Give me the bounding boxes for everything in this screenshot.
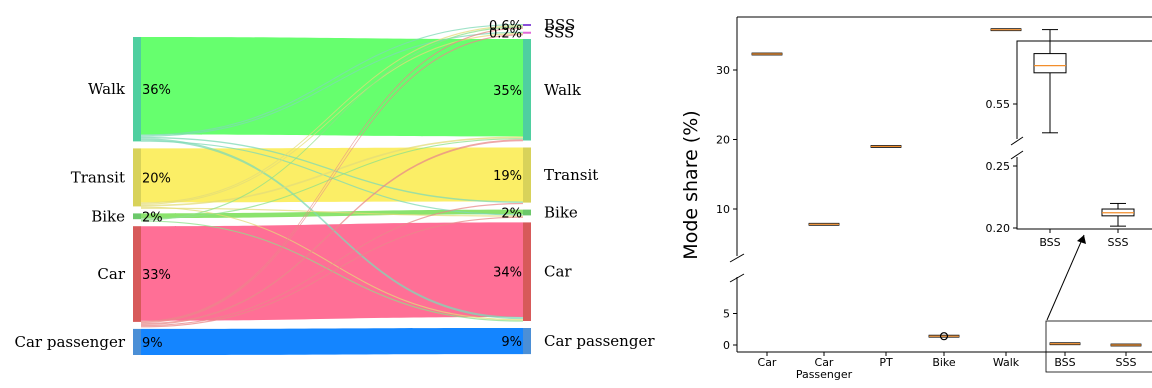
- inset-y-tick-label-0.25: 0.25: [986, 160, 1011, 173]
- left-node-label-car: Car: [97, 265, 125, 283]
- y-tick-label-30: 30: [716, 64, 730, 77]
- y-tick-label-10: 10: [716, 203, 730, 216]
- x-tick-label-car: Car: [758, 356, 777, 369]
- right-node-transit: [523, 147, 531, 203]
- flow-car-to-transit: [141, 202, 523, 327]
- left-node-label-car-passenger: Car passenger: [15, 333, 126, 351]
- flow-walk-to-transit: [141, 136, 523, 203]
- inset-y-tick-label-0.55: 0.55: [986, 98, 1011, 111]
- right-node-label-walk: Walk: [544, 81, 582, 99]
- axis-break-mark-upper: [729, 253, 745, 263]
- flow-transit-to-bike: [141, 207, 523, 217]
- sankey-labels: Walk 36% Transit 20% Bike 2% Car 33% Car passeng…: [15, 16, 656, 351]
- left-node-car-passenger: [133, 328, 141, 355]
- x-tick-label-pt: PT: [879, 356, 893, 369]
- inset-x-tick-label-sss: SSS: [1108, 236, 1129, 249]
- flow-walk-to-sss: [141, 31, 523, 137]
- inset-x-tick-label-bss: BSS: [1039, 236, 1060, 249]
- flow-walk-to-bike: [141, 140, 523, 216]
- left-pct-label-bike: 2%: [142, 210, 163, 225]
- flow-walk-to-walk: [141, 37, 523, 137]
- right-node-label-car-passenger: Car passenger: [544, 332, 655, 350]
- x-tick-label-bss: BSS: [1054, 356, 1075, 369]
- inset-frame: [1016, 40, 1152, 230]
- right-pct-label-car-passenger: 9%: [501, 335, 522, 350]
- right-node-label-sss: SSS: [544, 23, 574, 41]
- bike-outlier-marker: [939, 332, 949, 341]
- inset-box-bss: [1033, 53, 1067, 74]
- right-node-car-passenger: [523, 328, 531, 355]
- x-tick-label-walk: Walk: [993, 356, 1020, 369]
- left-node-label-walk: Walk: [88, 80, 126, 98]
- right-pct-label-car: 34%: [493, 266, 522, 281]
- right-pct-label-bike: 2%: [501, 207, 522, 222]
- zoom-arrow: [1046, 234, 1085, 321]
- y-tick-label-20: 20: [716, 134, 730, 147]
- flow-car-to-sss: [141, 34, 523, 324]
- flow-transit-to-sss: [141, 32, 523, 205]
- left-pct-label-transit: 20%: [142, 171, 171, 186]
- flow-walk-to-bss: [141, 24, 523, 136]
- sankey-nodes: [133, 24, 531, 355]
- right-node-label-transit: Transit: [544, 166, 598, 184]
- y-tick-label-5: 5: [723, 308, 730, 321]
- flow-car-to-walk: [141, 139, 523, 326]
- left-pct-label-car: 33%: [142, 268, 171, 283]
- left-node-label-transit: Transit: [71, 168, 125, 186]
- left-node-transit: [133, 148, 141, 207]
- inset-spine-gap: [1015, 139, 1019, 157]
- left-pct-label-walk: 36%: [142, 83, 171, 98]
- flow-bike-to-bss: [141, 26, 523, 221]
- left-pct-label-car-passenger: 9%: [142, 336, 163, 351]
- left-node-bike: [133, 213, 141, 220]
- sankey-flows: [141, 24, 523, 355]
- right-node-bike: [523, 209, 531, 216]
- right-pct-label-sss: 0.2%: [489, 26, 522, 41]
- x-tick-label-car: Car: [815, 356, 834, 369]
- flow-car-passenger-to-car-passenger: [141, 328, 523, 355]
- inset-break-mark-lower: [1010, 150, 1024, 160]
- right-node-bss: [523, 24, 531, 26]
- flow-transit-to-bss: [141, 25, 523, 204]
- inset-break-mark-upper: [1010, 136, 1024, 146]
- flow-car-to-bike: [141, 216, 523, 328]
- sankey-chart: Walk 36% Transit 20% Bike 2% Car 33% Car passeng…: [15, 16, 656, 355]
- box-plot-inset: 0.55 0.20 0.25 BSS SSS: [986, 29, 1152, 249]
- x-tick-label-bike: Bike: [932, 356, 956, 369]
- right-node-car: [523, 222, 531, 321]
- x-tick-label-passenger: Passenger: [796, 368, 853, 381]
- inset-y-tick-label-0.2: 0.20: [986, 222, 1011, 235]
- flow-bike-to-bike: [141, 209, 523, 219]
- right-pct-label-bss: 0.6%: [489, 19, 522, 34]
- flow-car-to-bss: [141, 27, 523, 322]
- zoom-arrowhead: [1077, 235, 1086, 244]
- right-pct-label-transit: 19%: [493, 169, 522, 184]
- right-node-label-bike: Bike: [544, 204, 578, 222]
- right-pct-label-walk: 35%: [493, 84, 522, 99]
- left-node-label-bike: Bike: [91, 207, 125, 225]
- x-tick-label-sss: SSS: [1116, 356, 1137, 369]
- flow-transit-to-car: [141, 206, 523, 321]
- right-node-sss: [523, 31, 531, 34]
- y-axis-label: Mode share (%): [680, 110, 702, 259]
- axis-break-mark-lower: [729, 273, 745, 283]
- right-node-label-bss: BSS: [544, 16, 575, 34]
- right-node-walk: [523, 39, 531, 141]
- flow-bike-to-car: [141, 220, 523, 322]
- y-tick-label-0: 0: [723, 339, 730, 352]
- left-node-walk: [133, 37, 141, 142]
- left-node-car: [133, 226, 141, 322]
- right-node-label-car: Car: [544, 263, 572, 281]
- zoom-region-box: [1045, 320, 1152, 373]
- flow-walk-to-car: [141, 138, 523, 320]
- flow-transit-to-walk: [141, 136, 523, 207]
